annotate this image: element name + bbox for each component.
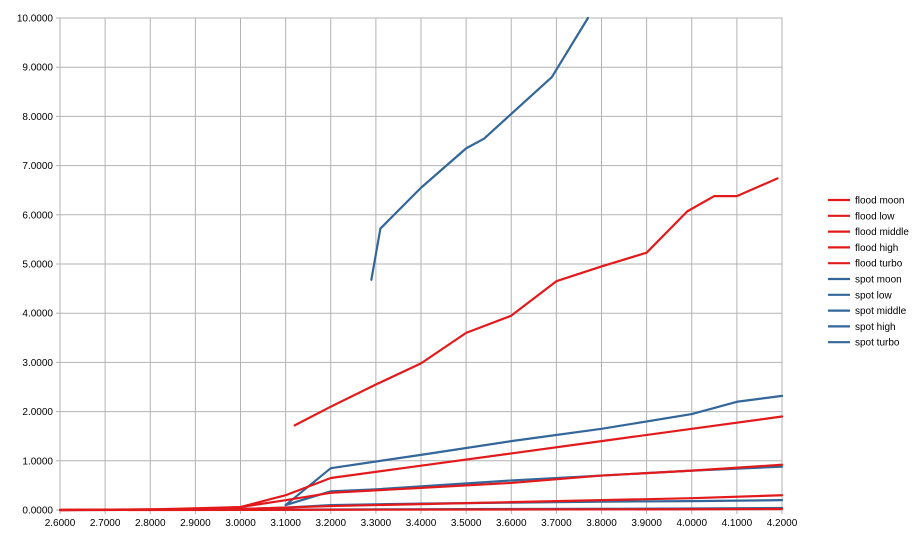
legend-label-spot-moon: spot moon (855, 275, 902, 286)
x-tick-label: 3.7000 (541, 518, 572, 529)
y-tick-label: 2.0000 (22, 407, 53, 418)
legend-label-spot-turbo: spot turbo (855, 338, 900, 349)
series-line-flood-high (58, 415, 784, 512)
legend-label-flood-low: flood low (855, 211, 895, 222)
x-tick-label: 2.9000 (180, 518, 211, 529)
y-tick-label: 8.0000 (22, 112, 53, 123)
y-tick-label: 5.0000 (22, 260, 53, 271)
x-tick-label: 3.6000 (496, 518, 527, 529)
legend-label-flood-moon: flood moon (855, 196, 904, 207)
y-tick-label: 9.0000 (22, 63, 53, 74)
legend-label-spot-low: spot low (855, 290, 892, 301)
x-tick-label: 3.0000 (225, 518, 256, 529)
x-tick-label: 4.1000 (722, 518, 753, 529)
x-tick-label: 4.0000 (676, 518, 707, 529)
legend-label-flood-turbo: flood turbo (855, 259, 903, 270)
y-tick-label: 6.0000 (22, 210, 53, 221)
series-line-spot-high (284, 394, 784, 507)
legend-label-flood-high: flood high (855, 243, 898, 254)
x-tick-label: 3.9000 (631, 518, 662, 529)
series-line-spot-turbo (370, 16, 590, 281)
x-tick-label: 3.4000 (406, 518, 437, 529)
y-tick-label: 1.0000 (22, 456, 53, 467)
x-tick-label: 4.2000 (767, 518, 798, 529)
legend-label-flood-middle: flood middle (855, 227, 909, 238)
x-tick-label: 2.8000 (135, 518, 166, 529)
legend-label-spot-high: spot high (855, 322, 896, 333)
y-tick-label: 4.0000 (22, 309, 53, 320)
y-tick-label: 10.0000 (17, 14, 54, 25)
y-tick-label: 3.0000 (22, 358, 53, 369)
series-line-flood-turbo (293, 177, 779, 427)
data-series (58, 16, 784, 512)
x-tick-label: 3.1000 (270, 518, 301, 529)
series-line-flood-low (58, 494, 784, 512)
x-tick-label: 2.6000 (45, 518, 76, 529)
y-tick-label: 0.0000 (22, 506, 53, 517)
legend: flood moon flood low flood middle flood hig… (828, 196, 909, 349)
x-tick-label: 2.7000 (90, 518, 121, 529)
x-tick-label: 3.2000 (315, 518, 346, 529)
tick-labels: 2.6000 2.7000 2.8000 2.9000 3.0000 3.1000 3.20… (17, 14, 798, 530)
x-tick-label: 3.8000 (586, 518, 617, 529)
x-tick-label: 3.5000 (451, 518, 482, 529)
y-tick-label: 7.0000 (22, 161, 53, 172)
legend-label-spot-middle: spot middle (855, 306, 907, 317)
x-tick-label: 3.3000 (361, 518, 392, 529)
